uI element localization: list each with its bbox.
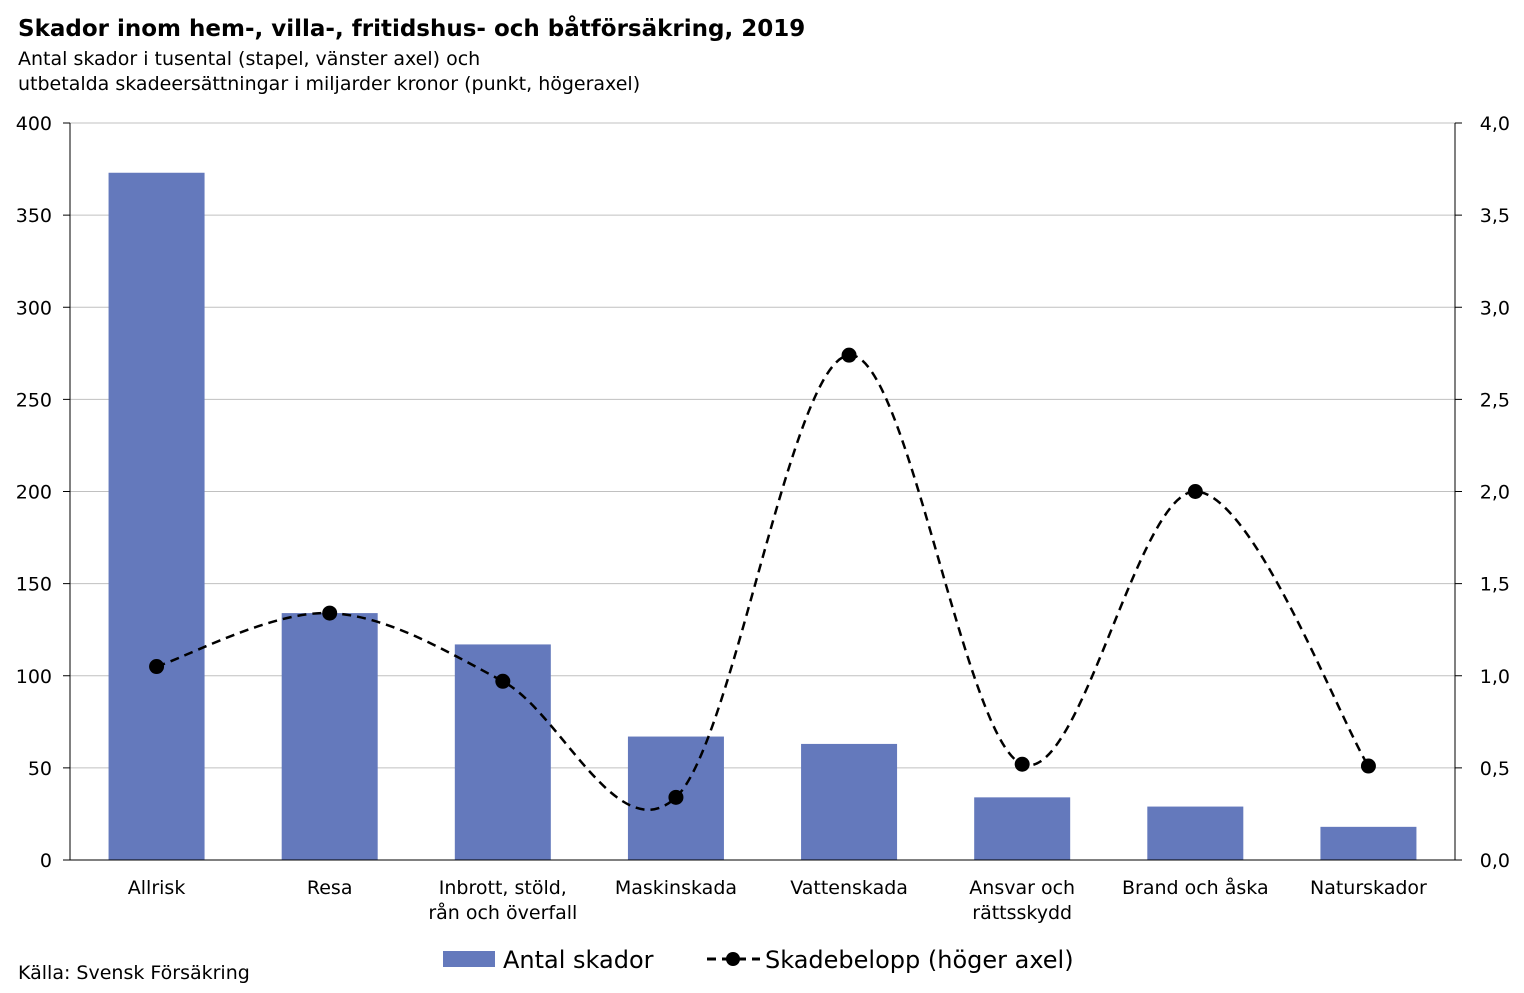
left-tick-label: 350 xyxy=(16,205,52,227)
bar xyxy=(1147,806,1244,860)
line-point xyxy=(668,789,684,805)
right-tick-label: 2,5 xyxy=(1480,389,1510,411)
line-point xyxy=(149,659,165,675)
right-tick-label: 1,0 xyxy=(1480,666,1510,688)
right-tick-label: 0,0 xyxy=(1480,850,1510,872)
left-tick-label: 400 xyxy=(16,113,52,135)
line-point xyxy=(841,347,857,363)
line-path xyxy=(156,353,1370,812)
chart-subtitle-line-1: Antal skador i tusental (stapel, vänster… xyxy=(18,48,481,70)
bar xyxy=(974,797,1071,860)
category-label: rån och överfall xyxy=(428,901,577,924)
category-label: Inbrott, stöld, xyxy=(439,877,567,899)
left-tick-label: 50 xyxy=(28,758,52,780)
gridlines xyxy=(70,122,1455,769)
category-label: Maskinskada xyxy=(615,877,737,899)
line-point xyxy=(1187,484,1203,499)
left-tick-label: 250 xyxy=(16,389,52,411)
right-tick-label: 3,5 xyxy=(1480,205,1510,227)
line-point xyxy=(1014,756,1030,772)
category-label: Ansvar och xyxy=(969,877,1075,899)
left-tick-label: 100 xyxy=(16,666,52,688)
line-point xyxy=(322,605,338,621)
left-tick-label: 0 xyxy=(40,850,52,872)
right-tick-label: 2,0 xyxy=(1480,482,1510,504)
legend: Antal skador Skadebelopp (höger axel) xyxy=(443,946,1074,974)
bar xyxy=(108,172,205,860)
category-label: rättsskydd xyxy=(972,902,1072,924)
right-tick-label: 0,5 xyxy=(1480,758,1510,780)
legend-bar-swatch xyxy=(443,951,495,967)
category-label: Vattenskada xyxy=(790,877,908,899)
legend-line-marker xyxy=(726,952,740,966)
legend-line-label: Skadebelopp (höger axel) xyxy=(765,946,1074,974)
legend-bar-label: Antal skador xyxy=(503,946,654,974)
line-point xyxy=(495,673,511,689)
bar xyxy=(801,743,898,860)
chart-title: Skador inom hem-, villa-, fritidshus- oc… xyxy=(18,16,806,42)
line-point xyxy=(1360,758,1376,774)
right-tick-label: 1,5 xyxy=(1480,574,1510,596)
left-axis-ticks: 0 50 100 150 200 250 300 350 400 xyxy=(16,113,70,872)
bar xyxy=(281,613,378,860)
category-label: Naturskador xyxy=(1310,877,1427,899)
category-labels: Allrisk Resa Inbrott, stöld,rån och överfa… xyxy=(128,876,1427,924)
left-tick-label: 300 xyxy=(16,297,52,319)
bar-series xyxy=(108,172,1417,860)
line-series xyxy=(149,347,1376,812)
right-tick-label: 3,0 xyxy=(1480,297,1510,319)
right-axis-ticks: 0,0 0,5 1,0 1,5 2,0 2,5 3,0 3,5 4,0 xyxy=(1455,113,1510,872)
bar xyxy=(1320,826,1417,860)
category-label: Allrisk xyxy=(128,877,186,899)
chart-subtitle-line-2: utbetalda skadeersättningar i miljarder … xyxy=(18,73,641,95)
category-label: Resa xyxy=(307,877,353,899)
right-tick-label: 4,0 xyxy=(1480,113,1510,135)
left-tick-label: 200 xyxy=(16,482,52,504)
source-note: Källa: Svensk Försäkring xyxy=(18,962,250,984)
left-tick-label: 150 xyxy=(16,574,52,596)
category-label: Brand och åska xyxy=(1122,876,1269,899)
